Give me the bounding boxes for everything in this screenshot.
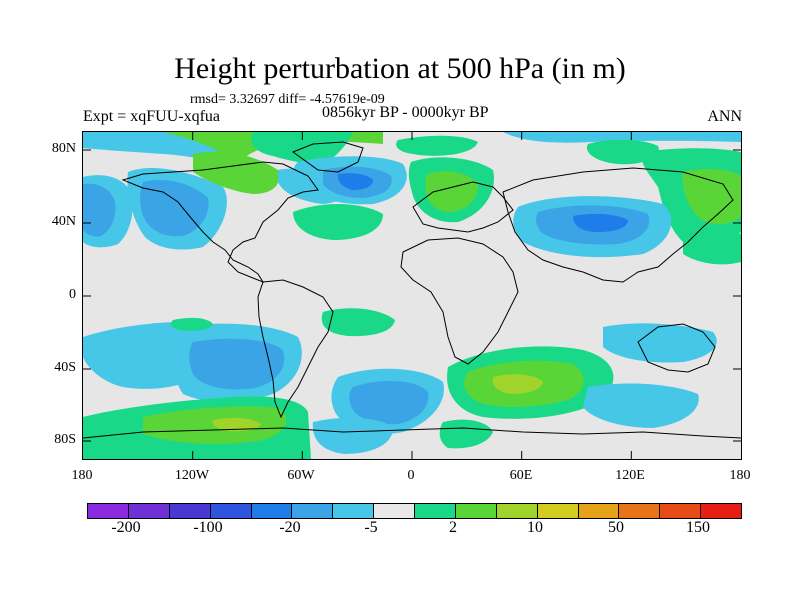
lon-label-180e: 180 xyxy=(729,468,751,483)
lat-label-80n: 80N xyxy=(51,141,76,156)
colorbar-swatch xyxy=(210,504,252,518)
contour-fill xyxy=(83,183,116,237)
contour-fill xyxy=(425,171,479,212)
africa-outline xyxy=(400,237,519,365)
lon-label-60w: 60W xyxy=(287,468,315,483)
colorbar-swatch xyxy=(88,504,129,518)
lon-label-60e: 60E xyxy=(509,468,533,483)
contour-fill xyxy=(171,317,213,331)
colorbar-label: 50 xyxy=(608,519,624,536)
lat-label-80s: 80S xyxy=(54,432,76,447)
colorbar-swatch xyxy=(455,504,497,518)
greenland-outline xyxy=(291,141,364,173)
lat-label-40s: 40S xyxy=(54,360,76,375)
colorbar xyxy=(87,503,742,519)
lon-label-120w: 120W xyxy=(174,468,210,483)
contour-fill xyxy=(312,417,393,454)
contour-fill xyxy=(189,338,285,390)
asia-outline xyxy=(502,167,734,283)
contour-fill xyxy=(603,323,717,363)
contour-fill xyxy=(337,173,373,190)
colorbar-swatch xyxy=(333,504,375,518)
contour-fill xyxy=(293,203,383,240)
colorbar-swatch xyxy=(496,504,538,518)
colorbar-swatch xyxy=(374,504,415,518)
colorbar-swatch xyxy=(701,504,741,518)
south-america-outline xyxy=(257,279,334,419)
north-america-outline xyxy=(121,161,319,284)
lat-label-0: 0 xyxy=(69,287,76,302)
contour-fill xyxy=(212,417,261,432)
colorbar-swatch xyxy=(251,504,293,518)
map-plot xyxy=(83,132,741,459)
colorbar-label: -5 xyxy=(364,519,378,536)
colorbar-swatch xyxy=(128,504,170,518)
season-label: ANN xyxy=(707,108,742,125)
contour-fill xyxy=(398,132,741,143)
colorbar-label: 150 xyxy=(686,519,710,536)
contour-fill xyxy=(586,139,659,165)
australia-outline xyxy=(637,323,716,373)
map-title: Height perturbation at 500 hPa (in m) xyxy=(174,52,626,85)
contour-fill xyxy=(140,179,209,237)
lat-label-40n: 40N xyxy=(51,214,76,229)
map-panel xyxy=(82,131,742,460)
contour-fill xyxy=(682,169,741,225)
colorbar-swatch xyxy=(660,504,702,518)
colorbar-swatch xyxy=(415,504,456,518)
colorbar-label: 2 xyxy=(449,519,457,536)
lon-label-120e: 120E xyxy=(615,468,645,483)
colorbar-swatch xyxy=(292,504,334,518)
colorbar-label: -20 xyxy=(279,519,301,536)
contour-fill xyxy=(583,383,699,428)
colorbar-swatch xyxy=(537,504,579,518)
colorbar-swatch xyxy=(619,504,661,518)
contour-fill xyxy=(251,132,353,164)
contour-fill xyxy=(683,232,741,265)
europe-outline xyxy=(412,181,514,233)
colorbar-label: -200 xyxy=(111,519,141,536)
stats-text: rmsd= 3.32697 diff= -4.57619e-09 xyxy=(190,92,385,107)
antarctica-outline xyxy=(83,427,741,439)
contour-fill xyxy=(349,380,429,425)
lon-label-180w: 180 xyxy=(71,468,93,483)
experiment-label: Expt = xqFUU-xqfua xyxy=(83,108,221,125)
colorbar-label: 10 xyxy=(527,519,543,536)
contour-fill xyxy=(396,135,478,156)
colorbar-swatch xyxy=(169,504,211,518)
colorbar-label: -100 xyxy=(193,519,223,536)
colorbar-swatch xyxy=(578,504,620,518)
lon-label-0: 0 xyxy=(407,468,415,483)
period-label: 0856kyr BP - 0000kyr BP xyxy=(322,104,489,121)
anomaly-field xyxy=(83,132,741,459)
axis-ticks xyxy=(83,132,741,459)
contour-fill xyxy=(321,308,395,337)
contour-fill xyxy=(573,213,628,232)
coastlines xyxy=(83,141,741,439)
contour-fill xyxy=(492,374,543,394)
contour-fill xyxy=(439,419,493,449)
